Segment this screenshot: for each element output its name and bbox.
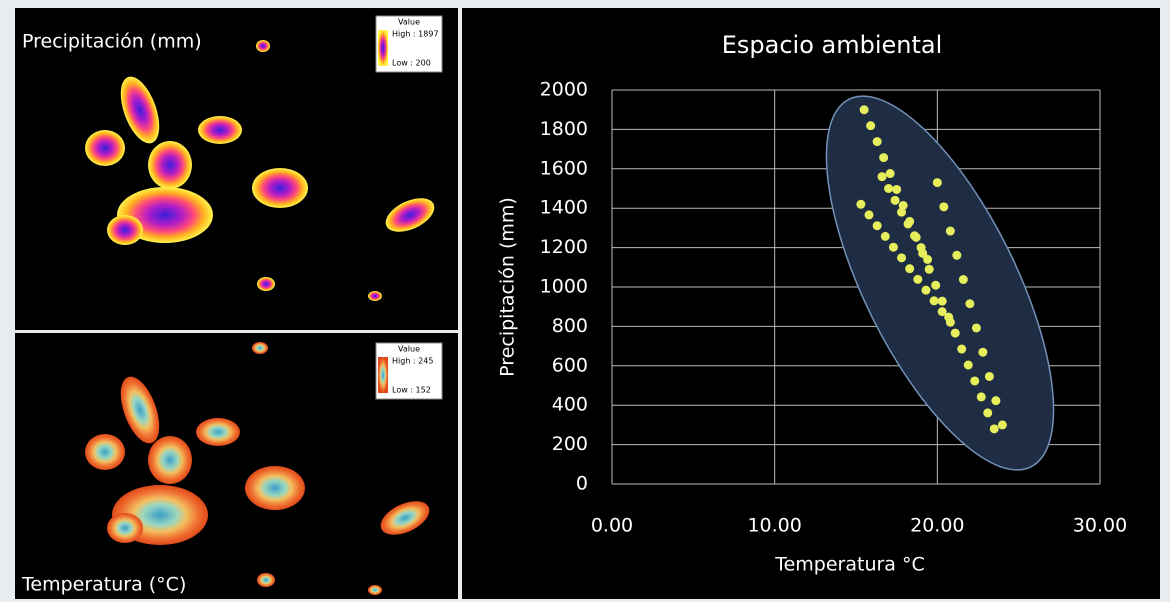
y-tick-label: 400	[552, 394, 588, 416]
legend-high: High : 1897	[392, 30, 439, 39]
x-tick-label: 20.00	[910, 515, 964, 537]
point	[878, 172, 887, 181]
point	[946, 318, 955, 327]
point	[873, 137, 882, 146]
y-tick-label: 800	[552, 315, 588, 337]
x-axis-label: Temperatura °C	[774, 554, 925, 576]
point	[930, 296, 939, 305]
point	[886, 169, 895, 178]
point	[917, 243, 926, 252]
y-tick-label: 1600	[540, 157, 588, 179]
point	[959, 275, 968, 284]
point	[904, 219, 913, 228]
point	[957, 345, 966, 354]
point	[938, 297, 947, 306]
point	[873, 221, 882, 230]
legend-title: Value	[398, 345, 420, 354]
point	[951, 329, 960, 338]
chart-title: Espacio ambiental	[722, 31, 943, 59]
point	[977, 392, 986, 401]
point	[879, 153, 888, 162]
point	[897, 208, 906, 217]
point	[856, 200, 865, 209]
point	[985, 372, 994, 381]
point	[991, 396, 1000, 405]
point	[892, 185, 901, 194]
point	[965, 299, 974, 308]
point	[921, 286, 930, 295]
point	[897, 253, 906, 262]
map-title: Temperatura (°C)	[21, 574, 186, 596]
point	[938, 307, 947, 316]
point	[964, 361, 973, 370]
point	[865, 210, 874, 219]
point	[931, 281, 940, 290]
point	[913, 275, 922, 284]
point	[978, 348, 987, 357]
point	[891, 196, 900, 205]
legend-high: High : 245	[392, 357, 433, 366]
point	[939, 202, 948, 211]
point	[990, 424, 999, 433]
point	[952, 251, 961, 260]
x-tick-label: 0.00	[591, 515, 633, 537]
point	[889, 243, 898, 252]
point	[866, 121, 875, 130]
y-tick-label: 600	[552, 354, 588, 376]
slide: Precipitación (mm) Value High : 1897 Low…	[0, 0, 1170, 602]
point	[925, 265, 934, 274]
y-tick-label: 200	[552, 433, 588, 455]
point	[905, 264, 914, 273]
point	[910, 231, 919, 240]
point	[983, 408, 992, 417]
legend-title: Value	[398, 18, 420, 27]
page: Precipitación (mm) Value High : 1897 Low…	[0, 0, 1170, 602]
map-title: Precipitación (mm)	[22, 31, 202, 53]
point	[972, 323, 981, 332]
point	[860, 105, 869, 114]
point	[923, 255, 932, 264]
x-tick-label: 30.00	[1073, 515, 1127, 537]
legend-low: Low : 152	[392, 386, 431, 395]
point	[884, 184, 893, 193]
y-tick-label: 1200	[540, 236, 588, 258]
point	[946, 227, 955, 236]
y-tick-label: 1000	[540, 276, 588, 298]
y-tick-label: 1800	[540, 118, 588, 140]
point	[998, 420, 1007, 429]
x-tick-label: 10.00	[747, 515, 801, 537]
point	[881, 232, 890, 241]
y-tick-label: 1400	[540, 197, 588, 219]
y-tick-label: 2000	[540, 79, 588, 101]
point	[933, 178, 942, 187]
point	[970, 376, 979, 385]
y-axis-label: Precipitación (mm)	[497, 197, 519, 377]
legend-low: Low : 200	[392, 59, 431, 68]
y-tick-label: 0	[576, 473, 588, 495]
